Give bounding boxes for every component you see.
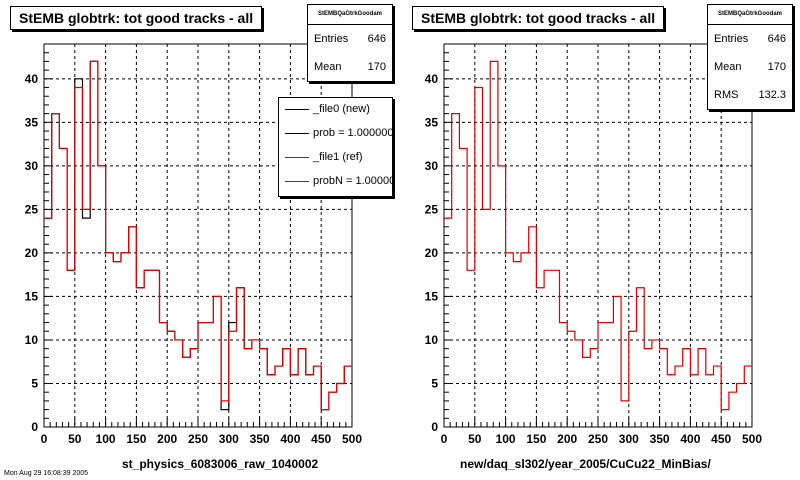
x-tick-label: 50 [68, 432, 82, 446]
x-axis-title: st_physics_6083006_raw_1040002 [122, 457, 319, 471]
stats-value: 170 [767, 61, 786, 73]
y-tick-label: 10 [25, 333, 39, 347]
legend-label: probN = 1.000000 [313, 175, 393, 187]
x-tick-label: 450 [711, 432, 731, 446]
legend-entry-probn: probN = 1.000000 [279, 170, 392, 194]
y-tick-label: 35 [25, 115, 39, 129]
legend-box: _file0 (new) prob = 1.000000 _file1 (ref… [278, 97, 393, 197]
legend-label: prob = 1.000000 [313, 127, 393, 139]
x-tick-label: 400 [680, 432, 700, 446]
y-tick-label: 10 [425, 333, 439, 347]
x-tick-label: 200 [157, 432, 177, 446]
histogram-series-line [44, 60, 352, 411]
y-tick-label: 15 [25, 289, 39, 303]
stats-row-mean: Mean 170 [308, 53, 392, 81]
y-tick-label: 40 [25, 72, 39, 86]
y-tick-label: 40 [425, 72, 439, 86]
timestamp-footer: Mon Aug 29 16:08:39 2005 [4, 470, 89, 477]
y-tick-label: 20 [425, 246, 439, 260]
legend-entry-ref: _file1 (ref) [279, 146, 392, 170]
legend-swatch [285, 181, 309, 182]
pad-title: StEMB globtrk: tot good tracks - all [10, 6, 263, 30]
x-tick-label: 500 [342, 432, 362, 446]
stats-row-rms: RMS 132.3 [708, 81, 792, 109]
x-tick-label: 250 [188, 432, 208, 446]
x-axis-title: new/daq_sl302/year_2005/CuCu22_MinBias/ [460, 457, 711, 471]
legend-label: _file0 (new) [313, 103, 370, 115]
stats-label: Entries [714, 33, 749, 45]
y-tick-label: 20 [25, 246, 39, 260]
pad-title: StEMB globtrk: tot good tracks - all [412, 6, 665, 30]
stats-value: 132.3 [758, 89, 786, 101]
x-tick-label: 400 [280, 432, 300, 446]
histogram-plot-right: 0 50 100 150 200 250 300 350 400 450 500 0 5 10 15 20 25… [425, 43, 762, 446]
y-tick-label: 30 [425, 159, 439, 173]
y-tick-label: 0 [431, 420, 438, 434]
stats-row-entries: Entries 646 [708, 25, 792, 53]
x-tick-label: 300 [619, 432, 639, 446]
stats-label: RMS [714, 89, 739, 101]
x-tick-label: 0 [441, 432, 448, 446]
x-tick-label: 350 [650, 432, 670, 446]
y-tick-label: 5 [31, 376, 38, 390]
y-tick-label: 25 [25, 202, 39, 216]
legend-swatch [285, 109, 309, 110]
stats-box: StEMBQaGtrkGoodam Entries 646 Mean 170 [307, 4, 393, 82]
y-tick-label: 0 [31, 420, 38, 434]
stats-title: StEMBQaGtrkGoodam [708, 5, 792, 25]
legend-entry-prob: prob = 1.000000 [279, 122, 392, 146]
legend-label: _file1 (ref) [313, 151, 363, 163]
x-tick-label: 300 [219, 432, 239, 446]
stats-value: 646 [367, 33, 386, 45]
stats-box: StEMBQaGtrkGoodam Entries 646 Mean 170 R… [707, 4, 793, 110]
legend-swatch [285, 133, 309, 134]
x-tick-label: 100 [496, 432, 516, 446]
stats-row-mean: Mean 170 [708, 53, 792, 81]
y-tick-label: 35 [425, 115, 439, 129]
stats-row-entries: Entries 646 [308, 25, 392, 53]
y-tick-label: 30 [25, 159, 39, 173]
x-tick-label: 450 [311, 432, 331, 446]
y-tick-label: 25 [425, 202, 439, 216]
histogram-pad-right: 0 50 100 150 200 250 300 350 400 450 500 0 5 10 15 20 25… [400, 0, 800, 480]
stats-label: Mean [314, 61, 342, 73]
legend-entry-new: _file0 (new) [279, 98, 392, 122]
legend-swatch [285, 157, 309, 158]
x-tick-label: 200 [557, 432, 577, 446]
x-tick-label: 100 [96, 432, 116, 446]
stats-label: Mean [714, 61, 742, 73]
x-tick-label: 250 [588, 432, 608, 446]
stats-title: StEMBQaGtrkGoodam [308, 5, 392, 25]
x-tick-label: 150 [526, 432, 546, 446]
x-tick-label: 500 [742, 432, 762, 446]
x-tick-label: 150 [126, 432, 146, 446]
stats-value: 646 [767, 33, 786, 45]
stats-label: Entries [314, 33, 349, 45]
stats-value: 170 [367, 61, 386, 73]
x-tick-label: 50 [468, 432, 482, 446]
x-tick-label: 350 [250, 432, 270, 446]
x-tick-label: 0 [41, 432, 48, 446]
y-tick-label: 15 [425, 289, 439, 303]
y-tick-label: 5 [431, 376, 438, 390]
histogram-series-line [444, 60, 752, 411]
histogram-pad-left: 0 50 100 150 200 250 300 350 400 450 500 0 5 10 15 20 25… [10, 4, 393, 471]
